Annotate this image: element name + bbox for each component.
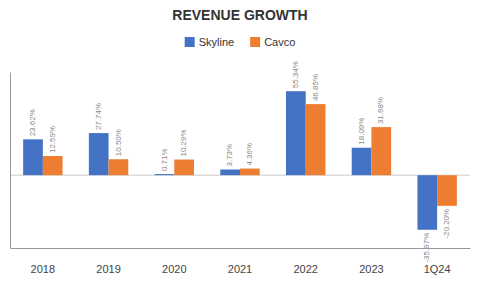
legend-item: Skyline <box>185 36 234 48</box>
bar <box>89 133 109 175</box>
bar <box>306 104 326 175</box>
data-label: 31.68% <box>376 97 385 124</box>
data-label: -35.97% <box>422 233 431 263</box>
legend-swatch <box>250 37 260 47</box>
x-tick-label: 2018 <box>31 263 55 275</box>
x-tick-label: 2020 <box>162 263 186 275</box>
x-tick: 2020 <box>162 248 186 275</box>
x-tick-label: 1Q24 <box>424 263 451 275</box>
data-label: 46.85% <box>311 74 320 101</box>
data-label: 0.71% <box>160 148 169 171</box>
data-label: 3.73% <box>225 144 234 167</box>
legend-swatch <box>185 37 195 47</box>
y-axis <box>10 73 11 249</box>
data-label: 4.36% <box>245 143 254 166</box>
legend: Skyline Cavco <box>185 36 296 48</box>
x-tick: 2022 <box>293 248 317 275</box>
x-tick-label: 2022 <box>293 263 317 275</box>
data-label: 23.62% <box>28 109 37 136</box>
data-label: 12.59% <box>48 126 57 153</box>
bar <box>23 139 43 175</box>
bar-series <box>43 104 457 206</box>
bar <box>174 160 194 176</box>
data-label: 18.09% <box>357 118 366 145</box>
bar <box>155 174 175 175</box>
x-tick-label: 2021 <box>228 263 252 275</box>
legend-label: Skyline <box>199 36 234 48</box>
x-tick: 2021 <box>228 248 252 275</box>
bar <box>240 169 260 176</box>
data-label: 27.74% <box>94 103 103 130</box>
bar <box>43 156 63 175</box>
bar <box>220 170 240 176</box>
bar-series <box>23 91 437 230</box>
title: REVENUE GROWTH <box>172 7 307 23</box>
y-axis-line <box>10 73 11 249</box>
x-axis: 2018 2019 2020 2021 2022 2023 1Q24 <box>11 248 471 275</box>
data-label: 55.34% <box>291 61 300 88</box>
bar <box>109 159 129 175</box>
bar <box>352 148 372 175</box>
legend-label: Cavco <box>264 36 295 48</box>
x-tick: 1Q24 <box>424 248 451 275</box>
x-tick: 2019 <box>96 248 120 275</box>
bar <box>286 91 306 175</box>
legend-item: Cavco <box>250 36 295 48</box>
data-label: 10.29% <box>179 129 188 156</box>
bars <box>23 91 457 230</box>
bar <box>437 175 457 206</box>
data-label: -20.20% <box>442 209 451 239</box>
x-tick: 2018 <box>31 248 55 275</box>
x-tick-label: 2023 <box>359 263 383 275</box>
data-label: 10.50% <box>114 129 123 156</box>
x-tick-label: 2019 <box>96 263 120 275</box>
x-tick: 2023 <box>359 248 383 275</box>
bar <box>417 175 437 230</box>
plot: 23.62% 27.74% 0.71% 3.73% 55.34% 18.09% -35.97… <box>10 61 471 275</box>
chart: REVENUE GROWTH Skyline Cavco 23.62% 27.74% 0.… <box>0 0 480 288</box>
bar <box>371 127 391 175</box>
data-labels: 23.62% 27.74% 0.71% 3.73% 55.34% 18.09% -35.97… <box>28 61 451 262</box>
x-axis-line <box>11 248 471 249</box>
